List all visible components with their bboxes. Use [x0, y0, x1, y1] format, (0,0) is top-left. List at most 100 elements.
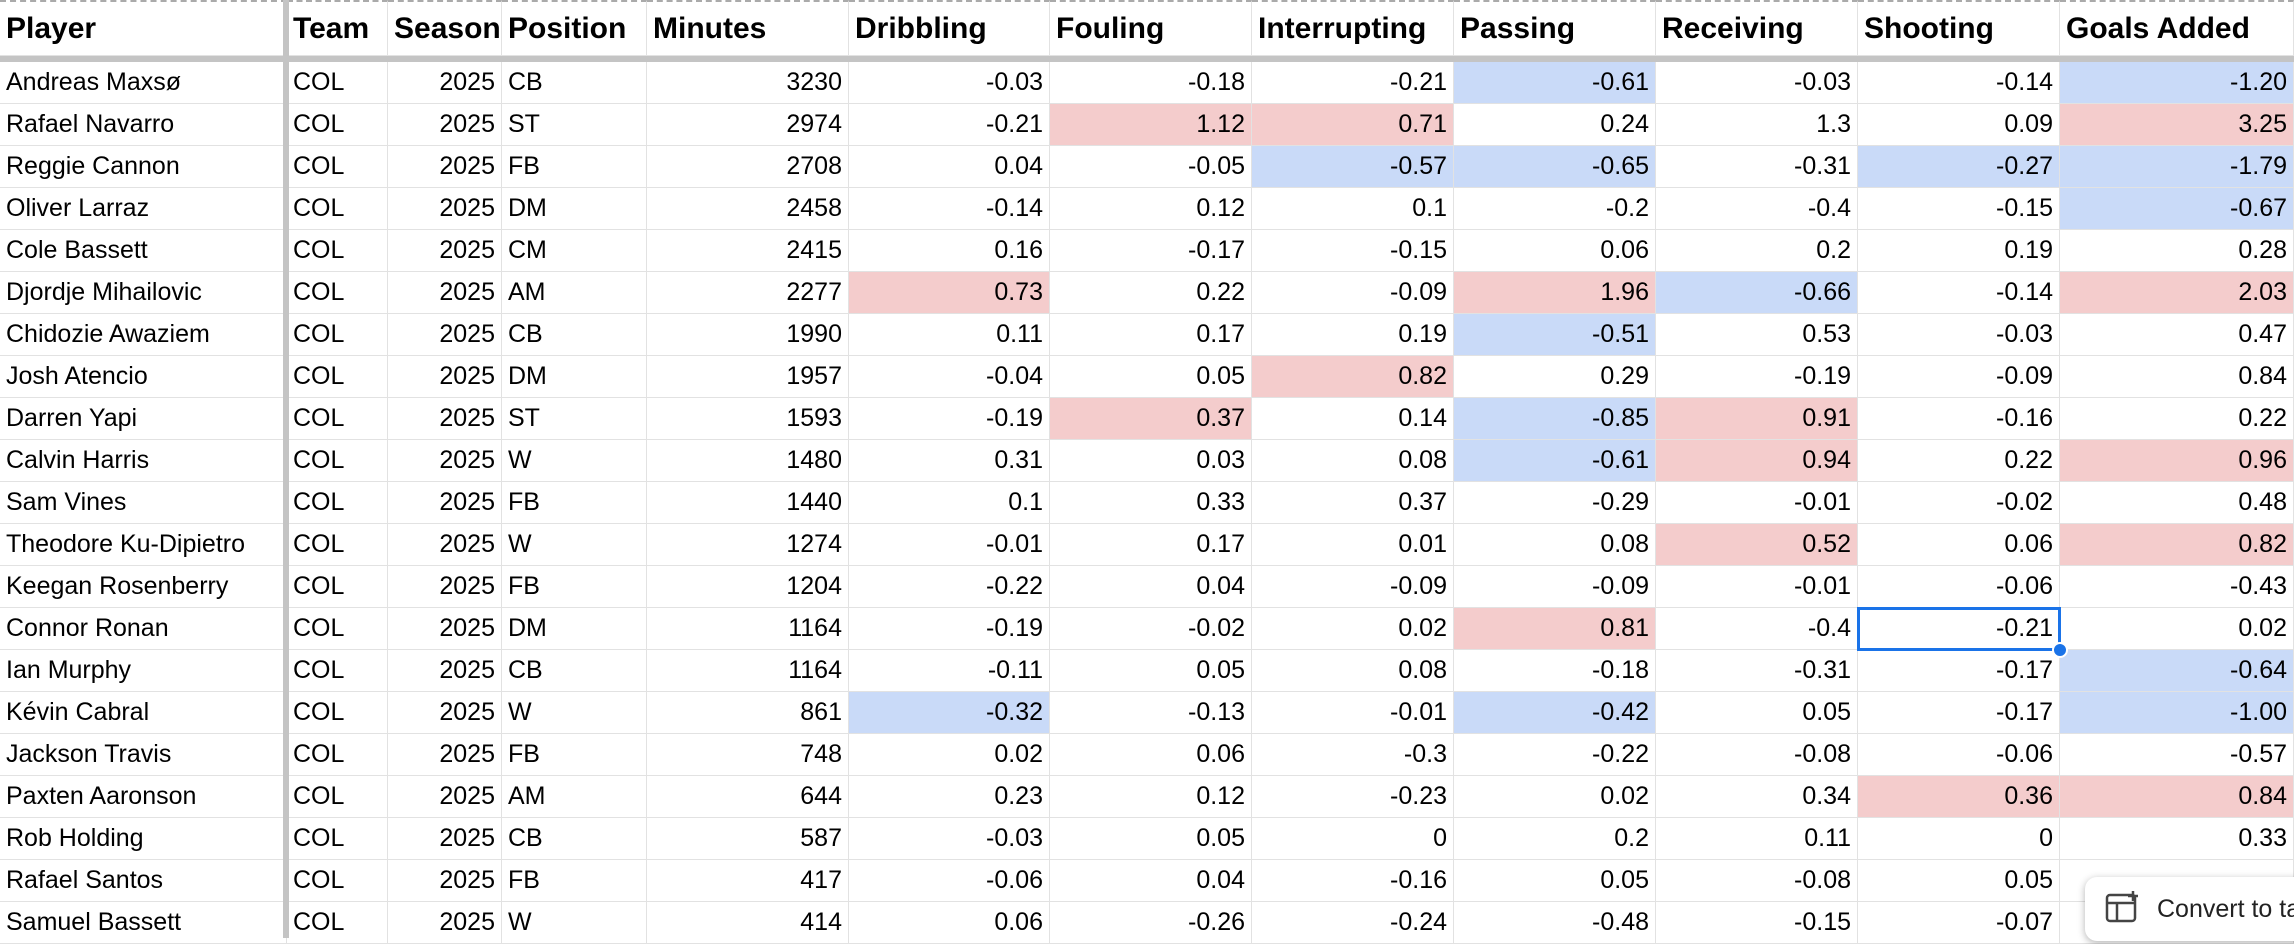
cell: 0.2 [1656, 230, 1858, 272]
cell: -0.27 [1858, 146, 2060, 188]
cell: COL [287, 608, 388, 650]
column-header: Team [287, 0, 388, 56]
cell: -0.14 [1858, 62, 2060, 104]
cell: Rob Holding [0, 818, 287, 860]
selection-handle [2052, 642, 2068, 658]
cell: -0.03 [849, 818, 1050, 860]
cell: 748 [647, 734, 849, 776]
cell: 0.09 [1858, 104, 2060, 146]
cell: Cole Bassett [0, 230, 287, 272]
cell: 0.08 [1252, 440, 1454, 482]
column-header: Dribbling [849, 0, 1050, 56]
cell: 0.73 [849, 272, 1050, 314]
cell: 0 [1858, 818, 2060, 860]
cell: -0.48 [1454, 902, 1656, 944]
cell: COL [287, 356, 388, 398]
cell: 0.37 [1252, 482, 1454, 524]
convert-to-table-chip[interactable]: Convert to table [2085, 877, 2294, 941]
cell: -0.03 [849, 62, 1050, 104]
cell: CB [502, 650, 647, 692]
cell: -0.31 [1656, 650, 1858, 692]
cell: 0.05 [1858, 860, 2060, 902]
cell: 0.02 [1454, 776, 1656, 818]
cell: 1440 [647, 482, 849, 524]
cell: 1274 [647, 524, 849, 566]
cell: -1.00 [2060, 692, 2294, 734]
cell: 0.11 [849, 314, 1050, 356]
cell: 0.33 [1050, 482, 1252, 524]
cell: Keegan Rosenberry [0, 566, 287, 608]
convert-label[interactable]: Convert to table [2157, 894, 2294, 923]
cell: 0.08 [1454, 524, 1656, 566]
cell: 0 [1252, 818, 1454, 860]
cell: -0.09 [1858, 356, 2060, 398]
cell: COL [287, 188, 388, 230]
cell: 0.17 [1050, 524, 1252, 566]
cell: 0.02 [1252, 608, 1454, 650]
cell: 0.29 [1454, 356, 1656, 398]
cell: Jackson Travis [0, 734, 287, 776]
cell: -0.04 [849, 356, 1050, 398]
cell: 0.01 [1252, 524, 1454, 566]
cell: 0.1 [849, 482, 1050, 524]
cell: -0.14 [1858, 272, 2060, 314]
cell: -0.22 [1454, 734, 1656, 776]
cell: 644 [647, 776, 849, 818]
cell: 861 [647, 692, 849, 734]
cell: 2025 [388, 482, 502, 524]
cell: 0.19 [1858, 230, 2060, 272]
cell: COL [287, 860, 388, 902]
cell: -0.3 [1252, 734, 1454, 776]
cell: Calvin Harris [0, 440, 287, 482]
cell: COL [287, 104, 388, 146]
cell: 2.03 [2060, 272, 2294, 314]
cell: -0.18 [1454, 650, 1656, 692]
cell: 2025 [388, 104, 502, 146]
cell: ST [502, 104, 647, 146]
cell: 0.05 [1454, 860, 1656, 902]
cell: Darren Yapi [0, 398, 287, 440]
cell: 0.47 [2060, 314, 2294, 356]
cell: 0.02 [849, 734, 1050, 776]
cell: -0.16 [1858, 398, 2060, 440]
cell: 0.84 [2060, 776, 2294, 818]
cell: 0.24 [1454, 104, 1656, 146]
cell: 2025 [388, 776, 502, 818]
cell: 0.82 [2060, 524, 2294, 566]
cell: 0.28 [2060, 230, 2294, 272]
cell: -0.17 [1050, 230, 1252, 272]
cell: -0.19 [1656, 356, 1858, 398]
cell: DM [502, 356, 647, 398]
cell: 2458 [647, 188, 849, 230]
cell: -0.09 [1252, 272, 1454, 314]
cell: -0.61 [1454, 62, 1656, 104]
cell: 3230 [647, 62, 849, 104]
cell: -0.51 [1454, 314, 1656, 356]
cell: Josh Atencio [0, 356, 287, 398]
cell: 2025 [388, 650, 502, 692]
cell: Kévin Cabral [0, 692, 287, 734]
cell: 1480 [647, 440, 849, 482]
cell: 0.06 [1050, 734, 1252, 776]
cell: 1164 [647, 608, 849, 650]
cell: 0.53 [1656, 314, 1858, 356]
cell: 2708 [647, 146, 849, 188]
cell: 0.05 [1050, 818, 1252, 860]
cell: 0.02 [2060, 608, 2294, 650]
cell: 0.81 [1454, 608, 1656, 650]
cell: 0.04 [849, 146, 1050, 188]
cell: COL [287, 146, 388, 188]
cell: -0.85 [1454, 398, 1656, 440]
cell: 0.05 [1656, 692, 1858, 734]
cell: COL [287, 230, 388, 272]
cell: 2025 [388, 146, 502, 188]
cell: CB [502, 62, 647, 104]
cell: 1.3 [1656, 104, 1858, 146]
selected-cell [1857, 607, 2061, 651]
cell: -0.06 [849, 860, 1050, 902]
cell: 2025 [388, 524, 502, 566]
cell: -0.43 [2060, 566, 2294, 608]
cell: 0.16 [849, 230, 1050, 272]
cell: -0.06 [1858, 734, 2060, 776]
